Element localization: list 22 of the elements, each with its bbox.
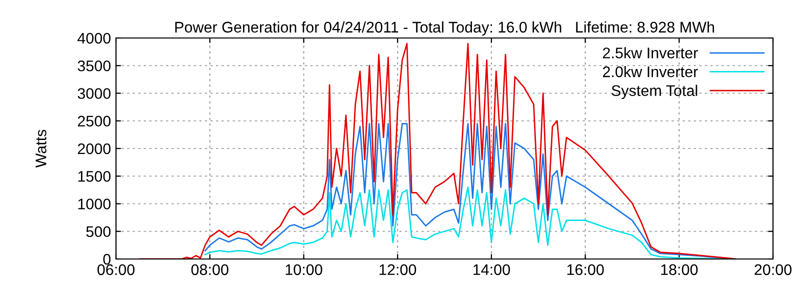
legend-label: System Total bbox=[612, 84, 698, 100]
y-tick-label: 3000 bbox=[78, 88, 111, 99]
chart-title: Power Generation for 04/24/2011 - Total Today: 16.0 kWh Lifetime: 8.928 MWh bbox=[175, 21, 714, 36]
x-tick-label: 12:00 bbox=[380, 264, 416, 276]
legend-label: 2.5kw Inverter bbox=[602, 47, 698, 58]
y-axis-title: Watts bbox=[36, 130, 46, 168]
x-tick-label: 08:00 bbox=[191, 264, 228, 276]
x-tick-label: 06:00 bbox=[97, 264, 135, 276]
x-tick-label: 20:00 bbox=[754, 264, 792, 276]
x-tick-label: 14:00 bbox=[473, 264, 510, 276]
y-tick-label: 1500 bbox=[78, 170, 111, 182]
y-tick-label: 2500 bbox=[78, 116, 111, 127]
x-tick-label: 16:00 bbox=[567, 264, 604, 276]
y-tick-label: 500 bbox=[86, 226, 111, 238]
x-tick-label: 10:00 bbox=[286, 264, 322, 276]
y-tick-label: 1000 bbox=[78, 198, 111, 210]
y-tick-label: 4000 bbox=[78, 32, 111, 44]
y-tick-label: 0 bbox=[103, 254, 111, 265]
y-tick-label: 3500 bbox=[78, 60, 111, 72]
legend-label: 2.0kw Inverter bbox=[602, 66, 698, 78]
y-tick-label: 2000 bbox=[78, 143, 111, 154]
x-tick-label: 18:00 bbox=[661, 264, 698, 276]
